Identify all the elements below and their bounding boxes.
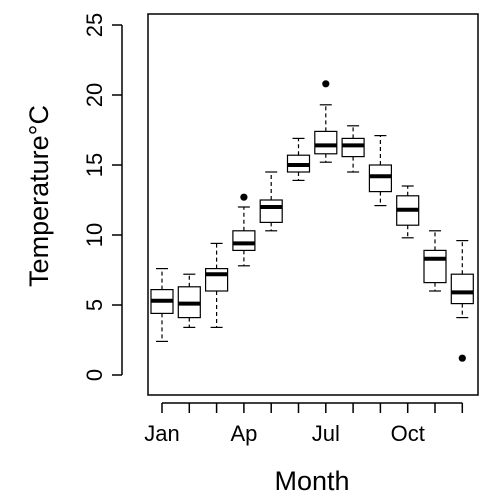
- iqr-box: [423, 249, 447, 284]
- x-tick-label: Oct: [391, 421, 425, 446]
- box-jan: [150, 268, 174, 342]
- iqr-box: [205, 268, 229, 292]
- y-tick-label: 10: [82, 223, 107, 247]
- box-jun: [286, 137, 311, 181]
- iqr-box: [232, 230, 256, 252]
- y-axis-title-unit: °C: [24, 105, 54, 135]
- box-jul: [314, 80, 338, 163]
- iqr-box: [259, 199, 283, 223]
- y-tick-label: 5: [82, 299, 107, 311]
- y-tick-label: 0: [82, 369, 107, 381]
- outlier-point: [240, 193, 248, 201]
- box-dec: [450, 240, 474, 362]
- y-axis-title-text: Temperature: [24, 135, 54, 287]
- x-tick-label: Jan: [144, 421, 179, 446]
- y-tick-label: 15: [82, 153, 107, 177]
- outlier-point: [458, 354, 466, 362]
- y-tick-label: 25: [82, 13, 107, 37]
- boxes: [150, 80, 474, 362]
- box-feb: [177, 273, 201, 328]
- box-sep: [368, 135, 392, 207]
- box-may: [259, 171, 283, 232]
- x-axis-title: Month: [274, 466, 349, 496]
- plot-frame: [147, 13, 479, 396]
- y-tick-label: 20: [82, 83, 107, 107]
- box-oct: [396, 185, 420, 239]
- x-tick-label: Ap: [230, 421, 257, 446]
- box-apr: [232, 193, 256, 267]
- iqr-box: [314, 130, 338, 155]
- iqr-box: [368, 164, 392, 193]
- box-nov: [423, 230, 447, 292]
- x-tick-label: Jul: [312, 421, 340, 446]
- box-mar: [205, 242, 229, 328]
- x-axis: Jan Ap Jul Oct: [144, 402, 464, 446]
- y-axis-title: Temperature°C: [24, 105, 54, 287]
- iqr-box: [341, 137, 365, 158]
- y-axis: 0 5 10 15 20 25: [82, 13, 123, 381]
- outlier-point: [322, 80, 330, 88]
- iqr-box: [450, 273, 474, 305]
- box-aug: [341, 125, 365, 173]
